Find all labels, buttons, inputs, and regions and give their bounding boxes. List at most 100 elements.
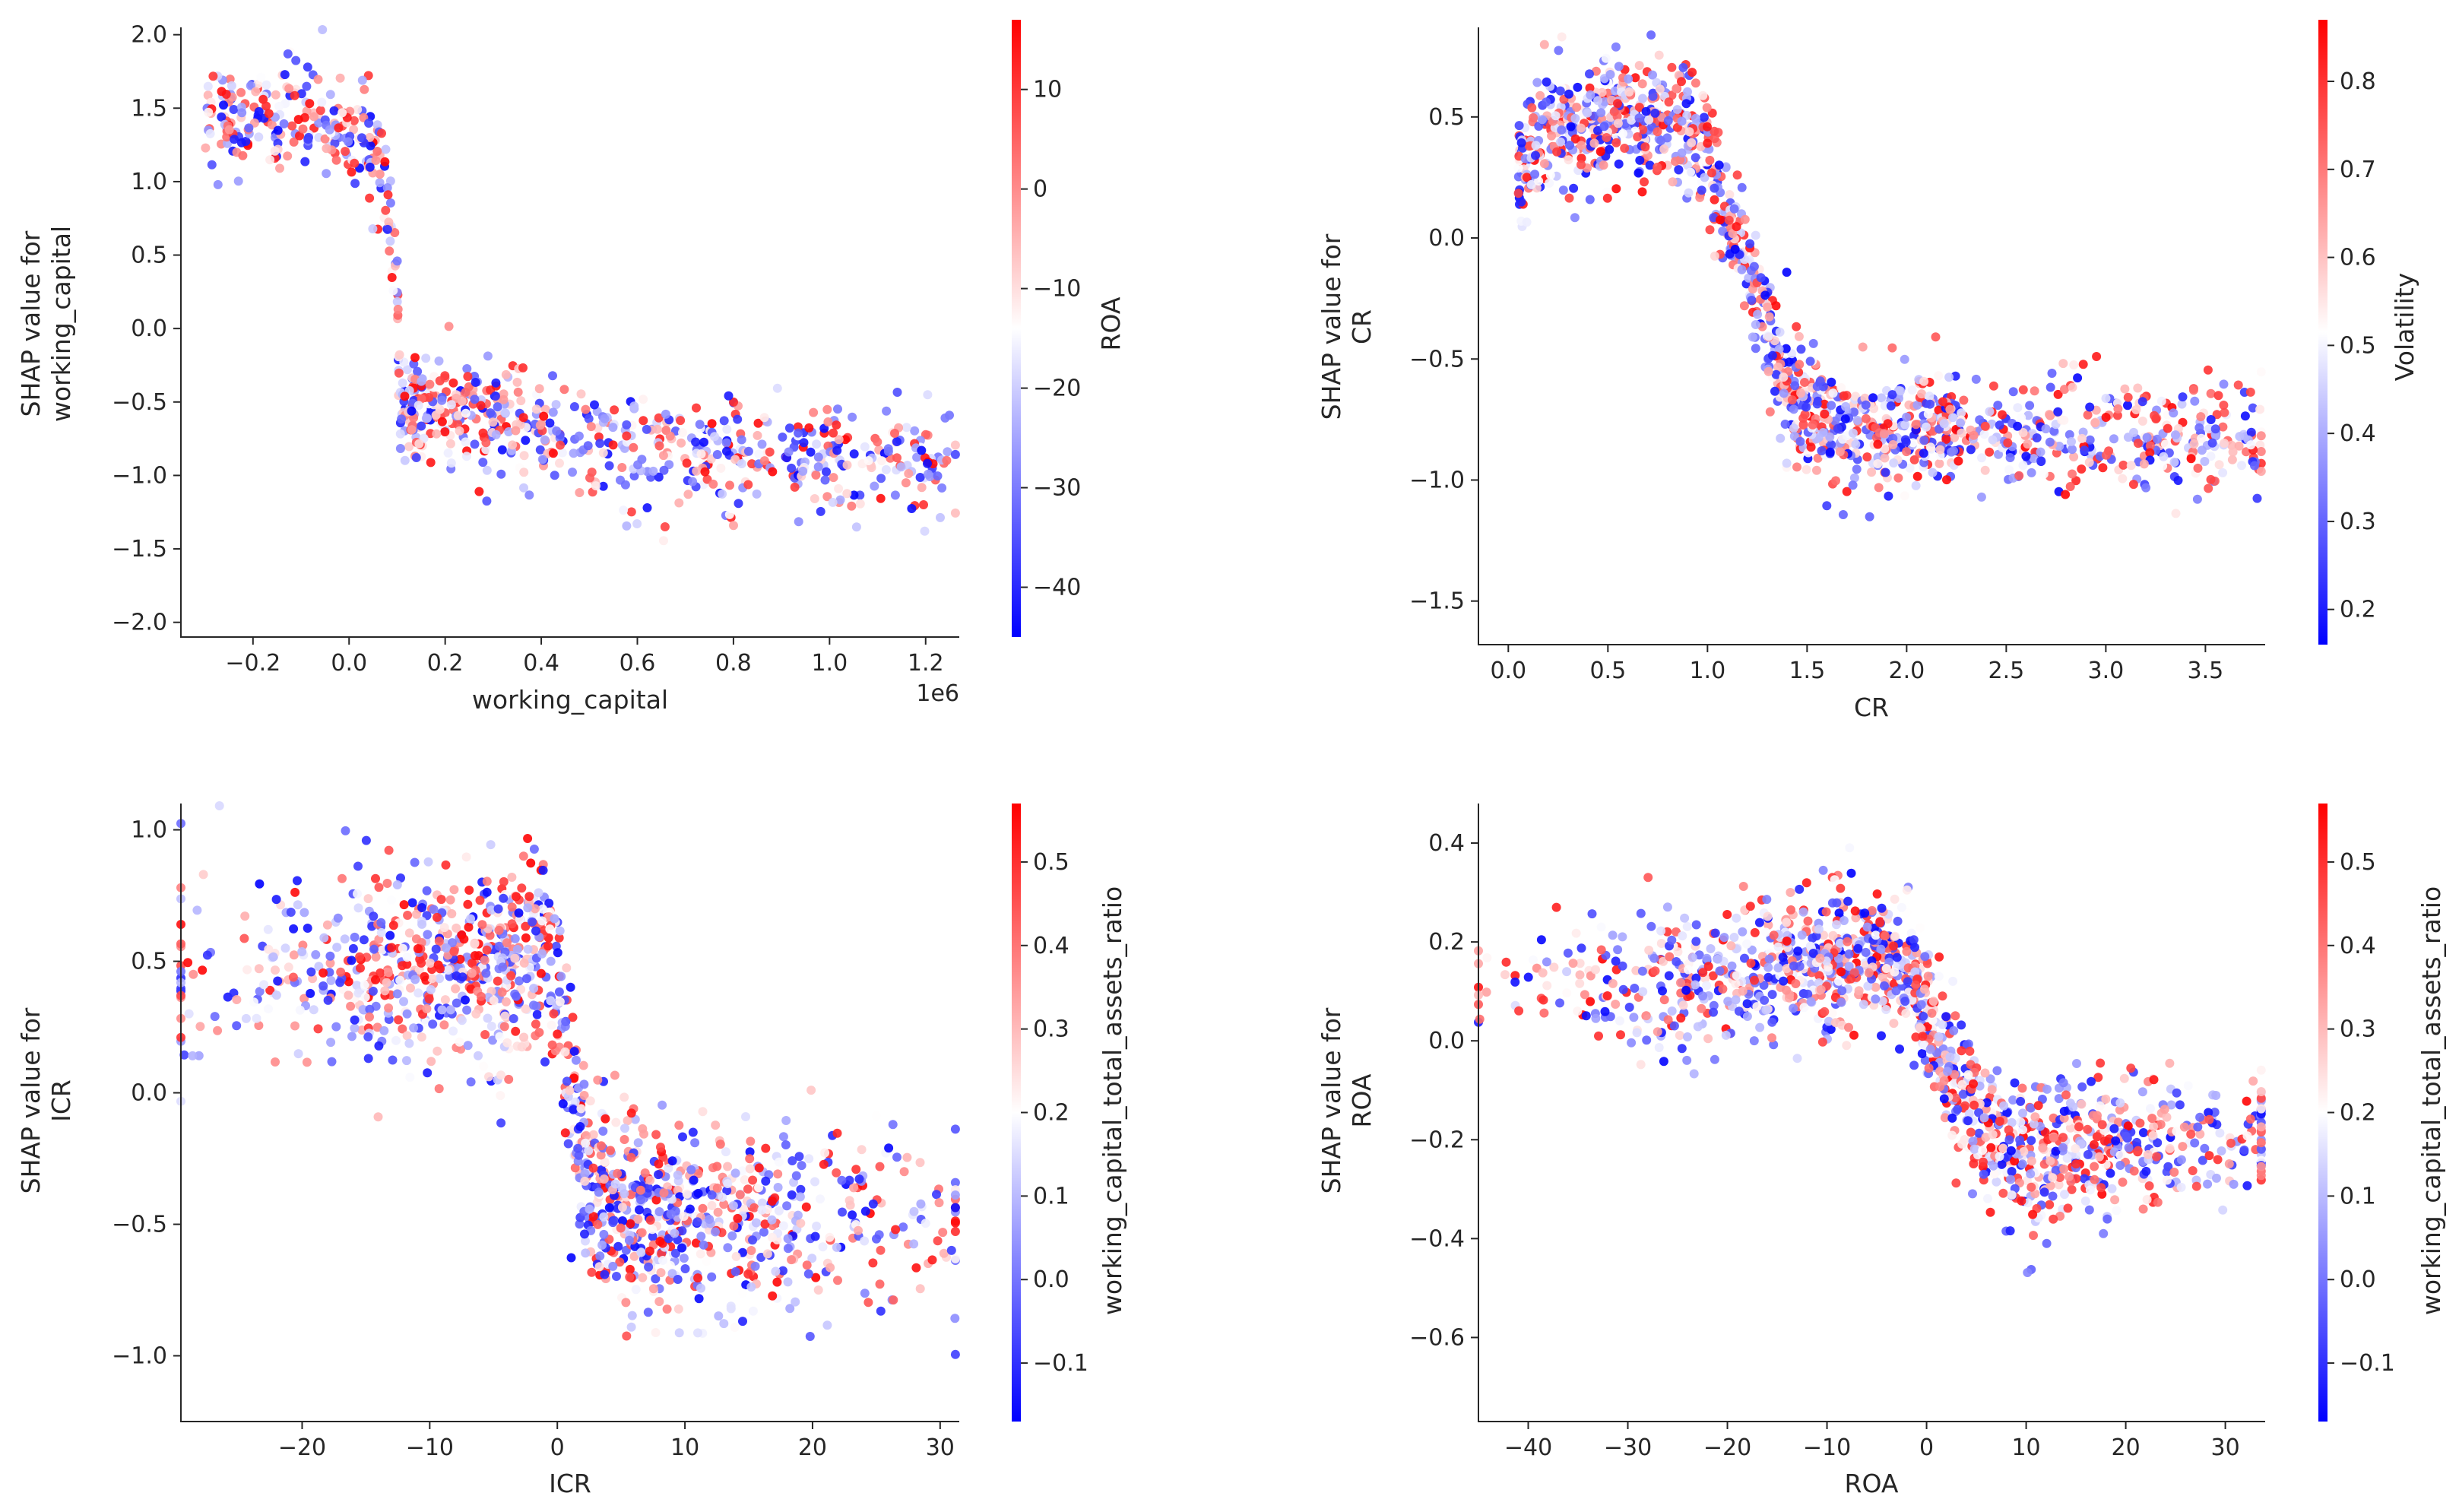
scatter-point: [1969, 430, 1979, 440]
scatter-point: [1919, 376, 1929, 386]
scatter-point: [1849, 1030, 1859, 1040]
y-tick-label: −0.5: [1409, 346, 1465, 372]
scatter-point: [350, 179, 360, 189]
scatter-point: [651, 1328, 661, 1337]
scatter-point: [569, 402, 579, 411]
scatter-point: [519, 468, 529, 477]
scatter-point: [1753, 309, 1763, 319]
y-tick-label: 0.0: [1428, 225, 1465, 252]
scatter-point: [2090, 418, 2100, 428]
scatter-point: [778, 433, 787, 442]
scatter-point: [674, 498, 684, 508]
scatter-point: [659, 465, 669, 475]
scatter-point: [1600, 97, 1609, 106]
scatter-point: [1944, 372, 1954, 382]
scatter-point: [1602, 133, 1611, 142]
scatter-point: [1680, 913, 1690, 923]
scatter-point: [765, 447, 775, 457]
scatter-point: [1654, 101, 1664, 111]
scatter-point: [424, 392, 434, 402]
scatter-point: [424, 994, 434, 1004]
scatter-point: [1697, 185, 1706, 195]
scatter-point: [2173, 476, 2183, 485]
scatter-point: [1971, 374, 1981, 384]
scatter-point: [1941, 434, 1951, 444]
scatter-point: [2097, 1120, 2107, 1130]
scatter-point: [546, 956, 556, 966]
scatter-point: [2213, 391, 2223, 401]
scatter-point: [1794, 331, 1804, 341]
scatter-point: [622, 521, 632, 531]
scatter-point: [429, 905, 439, 914]
scatter-point: [923, 458, 932, 468]
scatter-point: [494, 925, 504, 935]
scatter-point: [1911, 420, 1921, 430]
scatter-point: [255, 879, 265, 889]
scatter-point: [2186, 454, 2196, 464]
scatter-point: [309, 112, 318, 122]
scatter-point: [335, 73, 345, 83]
scatter-point: [1751, 230, 1760, 240]
scatter-point: [1928, 468, 1938, 477]
scatter-point: [1742, 1012, 1752, 1021]
scatter-point: [1998, 1188, 2008, 1198]
scatter-point: [674, 1328, 684, 1338]
scatter-point: [622, 1331, 632, 1341]
scatter-point: [1551, 111, 1561, 121]
scatter-point: [1854, 986, 1864, 996]
scatter-point: [2106, 1168, 2115, 1178]
scatter-point: [1957, 428, 1966, 438]
scatter-point: [1977, 453, 1986, 463]
scatter-point: [1618, 932, 1627, 942]
scatter-point: [323, 995, 333, 1005]
scatter-point: [1957, 1079, 1967, 1089]
scatter-point: [916, 1199, 926, 1209]
scatter-point: [2018, 428, 2028, 437]
scatter-point: [374, 1041, 384, 1051]
scatter-point: [722, 424, 732, 434]
scatter-point: [556, 440, 565, 450]
scatter-point: [232, 995, 242, 1004]
scatter-point: [1889, 458, 1899, 468]
scatter-point: [1596, 108, 1606, 118]
scatter-point: [1798, 414, 1808, 423]
scatter-point: [2092, 352, 2102, 361]
scatter-point: [203, 81, 213, 91]
scatter-point: [950, 1218, 960, 1228]
scatter-point: [1837, 986, 1847, 996]
scatter-point: [713, 1207, 723, 1217]
scatter-point: [613, 1241, 623, 1251]
scatter-point: [1980, 465, 1990, 475]
scatter-point: [942, 455, 952, 465]
scatter-point: [578, 1060, 588, 1070]
scatter-point: [493, 904, 503, 914]
scatter-point: [486, 1022, 496, 1031]
scatter-point: [385, 930, 395, 940]
y-tick-label: 0.5: [131, 242, 167, 269]
scatter-point: [795, 1192, 805, 1202]
colorbar-tick-label: 0.3: [2340, 509, 2376, 535]
scatter-point: [357, 133, 366, 143]
scatter-point: [741, 1112, 750, 1121]
colorbar-tick-label: 0.8: [2340, 68, 2376, 95]
scatter-point: [539, 411, 549, 421]
scatter-point: [1835, 447, 1845, 457]
scatter-point: [2004, 1125, 2014, 1135]
scatter-point: [480, 1030, 490, 1039]
scatter-point: [811, 1273, 821, 1282]
scatter-point: [1737, 182, 1747, 192]
scatter-point: [889, 1295, 898, 1305]
scatter-point: [2245, 1114, 2255, 1124]
scatter-point: [860, 1206, 870, 1216]
scatter-point: [2065, 482, 2075, 491]
scatter-point: [811, 470, 821, 480]
scatter-point: [841, 435, 851, 445]
scatter-point: [688, 1127, 698, 1137]
scatter-point: [507, 873, 517, 882]
scatter-point: [812, 1222, 822, 1231]
scatter-point: [1985, 447, 1995, 457]
scatter-point: [347, 1032, 356, 1041]
scatter-point: [2145, 441, 2155, 451]
scatter-point: [2061, 1090, 2071, 1100]
scatter-point: [623, 1116, 632, 1126]
